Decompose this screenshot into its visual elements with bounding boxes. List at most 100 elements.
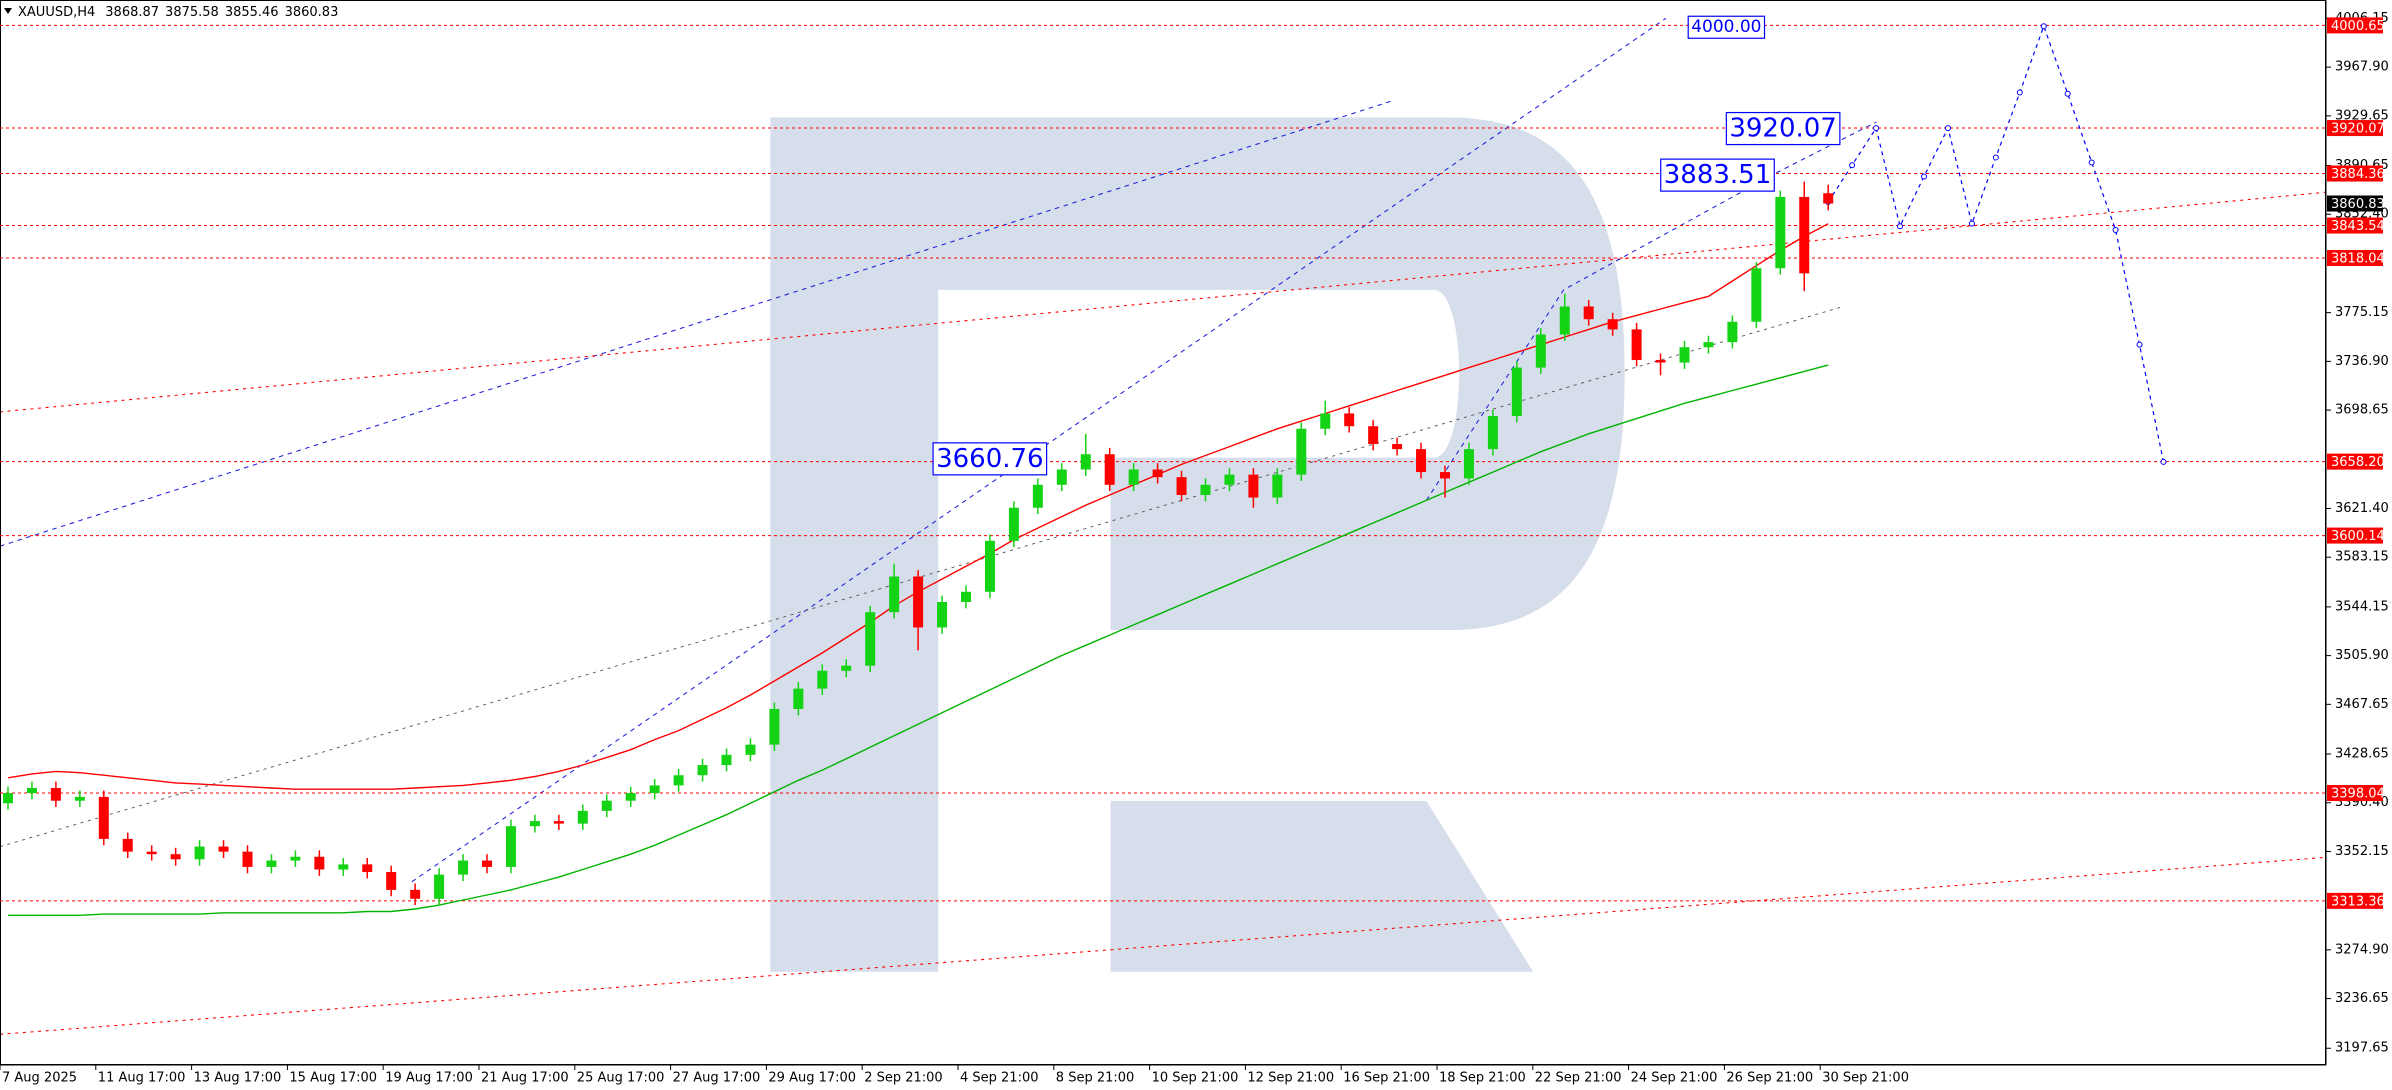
x-tick-label: 13 Aug 17:00 <box>194 1071 282 1086</box>
x-tick-label: 7 Aug 2025 <box>2 1071 77 1086</box>
level-price-box <box>2327 892 2383 909</box>
forecast-point <box>2136 341 2143 348</box>
candle-body <box>386 872 397 890</box>
annotation-label: 4000.00 <box>1691 17 1761 37</box>
candle-body <box>1392 444 1403 450</box>
level-price-box <box>2327 527 2383 544</box>
x-tick-label: 4 Sep 21:00 <box>960 1071 1039 1086</box>
candle-body <box>817 670 828 689</box>
level-price-box <box>2327 453 2383 470</box>
level-price-box <box>2327 784 2383 801</box>
candle-body <box>1679 347 1690 363</box>
candle-body <box>362 864 373 873</box>
x-tick-label: 11 Aug 17:00 <box>98 1071 186 1086</box>
candle-body <box>1176 477 1187 495</box>
current-price-box <box>2327 195 2383 212</box>
candle-body <box>553 821 564 824</box>
candle-body <box>74 796 85 801</box>
y-tick-label: 3544.15 <box>2335 599 2389 614</box>
candle-body <box>1128 469 1139 485</box>
candle-body <box>841 665 852 671</box>
forecast-point <box>1897 223 1904 230</box>
candle-body <box>697 765 708 776</box>
candle-body <box>769 708 780 745</box>
candle-body <box>1008 507 1019 541</box>
level-price-box <box>2327 250 2383 267</box>
y-tick-label: 3583.15 <box>2335 550 2389 565</box>
moving-average <box>8 364 1829 916</box>
candle-body <box>1775 196 1786 269</box>
current-price-label: 3860.83 <box>2331 197 2385 212</box>
candle-body <box>1631 329 1642 360</box>
candle-body <box>1703 342 1714 348</box>
candle-body <box>529 821 540 827</box>
candle-body <box>1032 484 1043 508</box>
y-tick-label: 3621.40 <box>2335 501 2389 516</box>
forecast-point <box>2016 89 2023 96</box>
forecast-point <box>2064 90 2071 97</box>
candle-body <box>1320 413 1331 429</box>
candle-body <box>1344 413 1355 427</box>
candle-body <box>721 754 732 766</box>
candle-body <box>673 775 684 786</box>
candle-body <box>1272 474 1283 498</box>
annotation-box <box>1725 111 1841 146</box>
level-price-label: 3398.04 <box>2331 786 2385 801</box>
ohlc-close: 3860.83 <box>285 5 339 20</box>
x-tick-label: 18 Sep 21:00 <box>1439 1071 1526 1086</box>
candle-body <box>1152 469 1163 478</box>
candle-body <box>1248 474 1259 498</box>
forecast-point <box>2112 227 2119 234</box>
ohlc-open: 3868.87 <box>105 5 159 20</box>
annotation-label: 3920.07 <box>1729 114 1837 144</box>
candle-body <box>146 851 157 855</box>
chart-header: XAUUSD,H4 3868.87 3875.58 3855.46 3860.83 <box>18 5 338 20</box>
candle-body <box>1583 306 1594 320</box>
candle-body <box>961 591 971 602</box>
y-tick-label: 3274.90 <box>2335 942 2389 957</box>
candle-body <box>410 889 421 899</box>
wave-line <box>1425 121 1877 501</box>
forecast-point <box>1873 125 1880 132</box>
y-tick-label: 3428.65 <box>2335 747 2389 762</box>
ohlc-high: 3875.58 <box>165 5 219 20</box>
annotation-label: 3883.51 <box>1664 160 1772 190</box>
y-tick-label: 3929.65 <box>2335 108 2389 123</box>
candle-body <box>793 688 804 709</box>
x-tick-label: 24 Sep 21:00 <box>1631 1071 1718 1086</box>
x-tick-label: 2 Sep 21:00 <box>864 1071 943 1086</box>
annotation-label: 3660.76 <box>936 444 1044 474</box>
forecast-point <box>1992 154 1999 161</box>
y-tick-label: 3352.15 <box>2335 844 2389 859</box>
forecast-line <box>1827 24 2165 463</box>
candle-body <box>1296 428 1307 475</box>
candle-body <box>745 744 756 755</box>
candle-body <box>338 864 349 870</box>
candle-body <box>937 601 948 628</box>
candle-body <box>1056 469 1067 485</box>
x-tick-label: 10 Sep 21:00 <box>1152 1071 1239 1086</box>
candle-body <box>1200 484 1211 495</box>
candle-body <box>577 810 588 824</box>
level-price-box <box>2327 120 2383 137</box>
candle-body <box>1463 449 1474 479</box>
candle-body <box>122 838 133 852</box>
candle-body <box>50 787 61 801</box>
level-price-label: 3658.20 <box>2331 455 2385 470</box>
candle-body <box>1799 196 1810 274</box>
candle-body <box>194 846 205 860</box>
trend-line <box>0 100 1393 547</box>
annotation-box <box>1660 158 1775 192</box>
level-price-label: 3884.36 <box>2331 167 2385 182</box>
candle-body <box>913 576 924 628</box>
candle-body <box>625 793 636 801</box>
candle-body <box>1511 367 1522 417</box>
y-tick-label: 3467.65 <box>2335 697 2389 712</box>
candle-body <box>601 800 612 811</box>
forecast-point <box>2040 23 2047 30</box>
candle-body <box>218 846 229 852</box>
x-tick-label: 26 Sep 21:00 <box>1726 1071 1813 1086</box>
candle-body <box>170 854 181 860</box>
